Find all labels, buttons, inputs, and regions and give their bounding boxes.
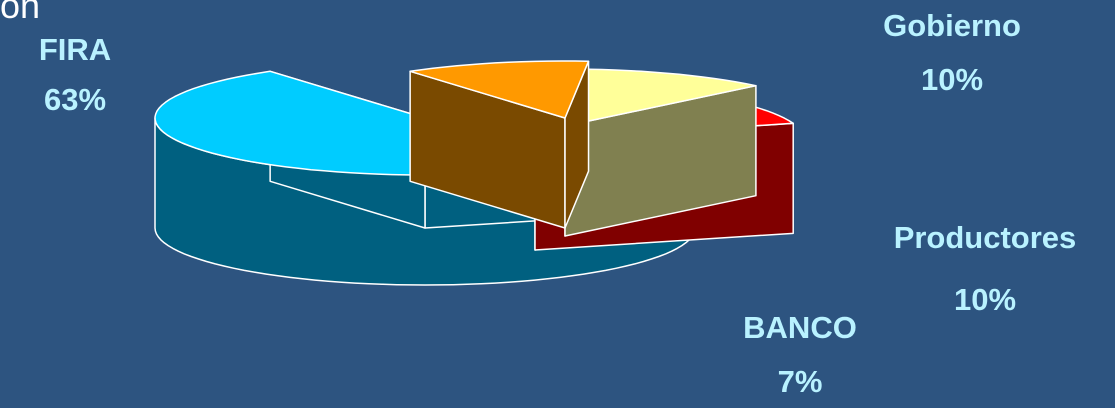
label-banco: BANCO 7% <box>720 308 880 402</box>
label-banco-name: BANCO <box>743 310 857 345</box>
label-fira-name: FIRA <box>38 32 112 67</box>
label-fira: FIRA 63% <box>20 30 130 120</box>
label-gobierno: Gobierno 10% <box>872 6 1032 100</box>
label-productores-name: Productores <box>893 220 1077 255</box>
label-gobierno-name: Gobierno <box>883 8 1021 43</box>
label-productores: Productores 10% <box>870 218 1100 320</box>
label-productores-pct: 10% <box>953 282 1017 317</box>
label-fira-pct: 63% <box>43 82 107 117</box>
label-banco-pct: 7% <box>777 364 823 399</box>
slice-top-gobierno <box>409 60 590 119</box>
truncated-title-text: ón <box>0 0 41 26</box>
label-gobierno-pct: 10% <box>920 62 984 97</box>
slice-top-productores <box>564 68 757 127</box>
